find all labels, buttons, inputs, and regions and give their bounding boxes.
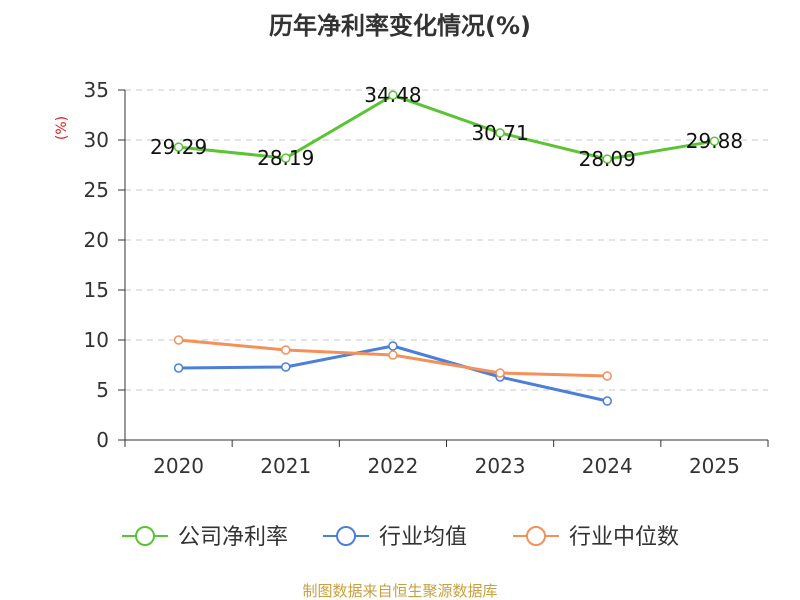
x-tick-label: 2020 [153,454,204,478]
data-point [495,368,505,378]
x-tick-label: 2022 [367,454,418,478]
series-line [178,93,715,161]
legend-marker [135,526,155,546]
chart-title: 历年净利率变化情况(%) [269,12,531,40]
data-point [281,345,291,355]
y-tick-label: 25 [84,178,109,202]
data-point [388,90,398,100]
data-label: 28.19 [257,146,314,170]
data-point [173,363,184,373]
data-point [495,128,505,138]
y-axis-label: (%) [54,116,70,140]
legend-label: 行业均值 [379,525,467,550]
data-point [602,371,612,381]
legend-label: 公司净利率 [178,525,288,550]
data-label: 28.09 [579,147,636,171]
data-point [602,154,612,164]
data-point [709,136,720,146]
y-tick-label: 30 [84,128,109,152]
data-point [602,396,612,406]
legend-marker [336,526,356,546]
legend-marker [526,526,546,546]
data-label: 29.29 [150,135,207,159]
y-tick-label: 10 [84,328,109,352]
x-tick-label: 2024 [582,454,633,478]
data-point [281,153,291,163]
data-label: 29.88 [686,129,743,153]
data-point [388,341,398,351]
legend: 公司净利率 行业均值 行业中位数 [122,525,679,550]
x-tick-label: 2021 [260,454,311,478]
data-label: 34.48 [364,83,421,107]
y-tick-label: 15 [84,278,109,302]
x-tick-label: 2023 [475,454,526,478]
grid-lines [125,89,768,391]
y-tick-label: 5 [96,378,109,402]
y-tick-label: 35 [84,78,109,102]
y-tick-label: 0 [96,428,109,452]
y-tick-label: 20 [84,228,109,252]
series-lines [173,90,720,406]
data-label: 30.71 [471,121,528,145]
x-tick-label: 2025 [689,454,740,478]
data-point [388,350,398,360]
data-point [173,335,184,345]
data-point [281,362,291,372]
data-point [173,142,184,152]
legend-label: 行业中位数 [569,525,679,550]
source-note: 制图数据来自恒生聚源数据库 [302,582,497,600]
data-labels: 29.29 28.19 34.48 30.71 28.09 29.88 [150,83,743,171]
